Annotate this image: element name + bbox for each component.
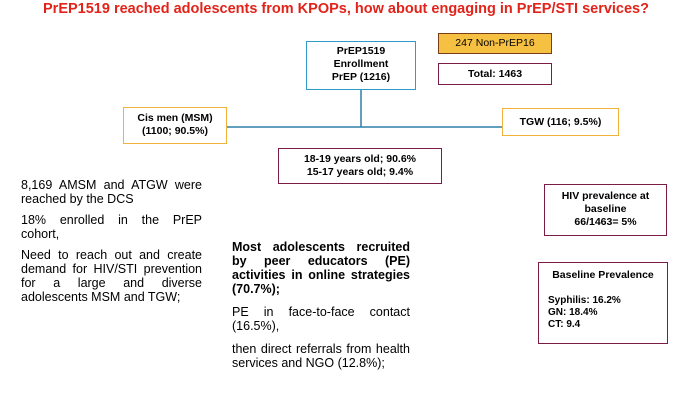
cis-men-label: Cis men (MSM) [137, 112, 213, 124]
age-group-line: 18-19 years old; 90.6% [303, 153, 417, 165]
baseline-prevalence-line: Syphilis: 16.2% [548, 295, 621, 306]
enrollment-line: Enrollment [333, 58, 389, 70]
enrollment-box: PrEP1519 Enrollment PrEP (1216) [306, 41, 416, 90]
baseline-prevalence-line: CT: 9.4 [548, 319, 581, 330]
enrollment-line: PrEP1519 [336, 45, 386, 57]
enrollment-line: PrEP (1216) [331, 71, 391, 83]
left-paragraph: 8,169 AMSM and ATGW were reached by the … [21, 178, 202, 206]
left-text-block: 8,169 AMSM and ATGW were reached by the … [21, 178, 202, 311]
middle-paragraph: Most adolescents recruited by peer educa… [232, 240, 410, 296]
non-prep-box: 247 Non-PrEP16 [438, 33, 552, 54]
baseline-prevalence-title: Baseline Prevalence [552, 269, 654, 281]
age-groups-box: 18-19 years old; 90.6% 15-17 years old; … [278, 148, 442, 184]
baseline-prevalence-line: GN: 18.4% [548, 307, 598, 318]
page-title: PrEP1519 reached adolescents from KPOPs,… [43, 1, 649, 17]
hiv-prevalence-line: 66/1463= 5% [574, 216, 637, 228]
middle-text-block: Most adolescents recruited by peer educa… [232, 240, 410, 379]
baseline-prevalence-box: Baseline Prevalence Syphilis: 16.2% GN: … [538, 262, 668, 344]
left-paragraph: Need to reach out and create demand for … [21, 248, 202, 304]
age-group-line: 15-17 years old; 9.4% [306, 166, 414, 178]
middle-paragraph: then direct referrals from health servic… [232, 342, 410, 370]
cis-men-value: (1100; 90.5%) [142, 125, 208, 137]
hiv-prevalence-box: HIV prevalence at baseline 66/1463= 5% [544, 184, 667, 236]
tgw-box: TGW (116; 9.5%) [502, 108, 619, 136]
total-box: Total: 1463 [438, 63, 552, 85]
left-paragraph: 18% enrolled in the PrEP cohort, [21, 213, 202, 241]
hiv-prevalence-line: HIV prevalence at [561, 190, 650, 202]
cis-men-box: Cis men (MSM) (1100; 90.5%) [123, 107, 227, 144]
hiv-prevalence-line: baseline [584, 203, 627, 215]
middle-paragraph: PE in face-to-face contact (16.5%), [232, 305, 410, 333]
